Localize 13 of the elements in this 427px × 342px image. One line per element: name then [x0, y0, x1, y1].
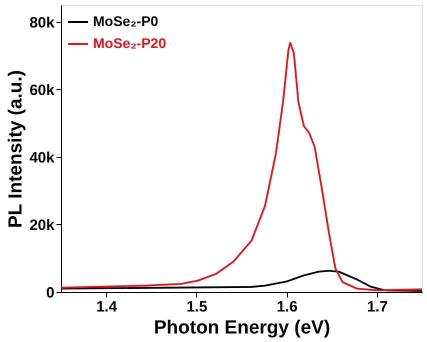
y-tick-label: 60k	[29, 82, 56, 99]
y-tick-label: 0	[46, 284, 54, 302]
legend-label: MoSe₂-P20	[93, 35, 166, 51]
y-tick-label: 20k	[29, 216, 56, 234]
y-tick-label: 80k	[29, 14, 56, 32]
y-tick-label: 40k	[29, 149, 56, 166]
x-tick-label: 1.5	[186, 298, 208, 316]
x-tick-label: 1.7	[366, 298, 388, 316]
x-tick-label: 1.4	[96, 298, 118, 316]
legend-label: MoSe₂-P0	[93, 13, 159, 29]
y-axis-title: PL Intensity (a.u.)	[5, 70, 26, 228]
x-axis-title: Photon Energy (eV)	[154, 318, 330, 338]
x-tick-label: 1.6	[276, 298, 298, 316]
